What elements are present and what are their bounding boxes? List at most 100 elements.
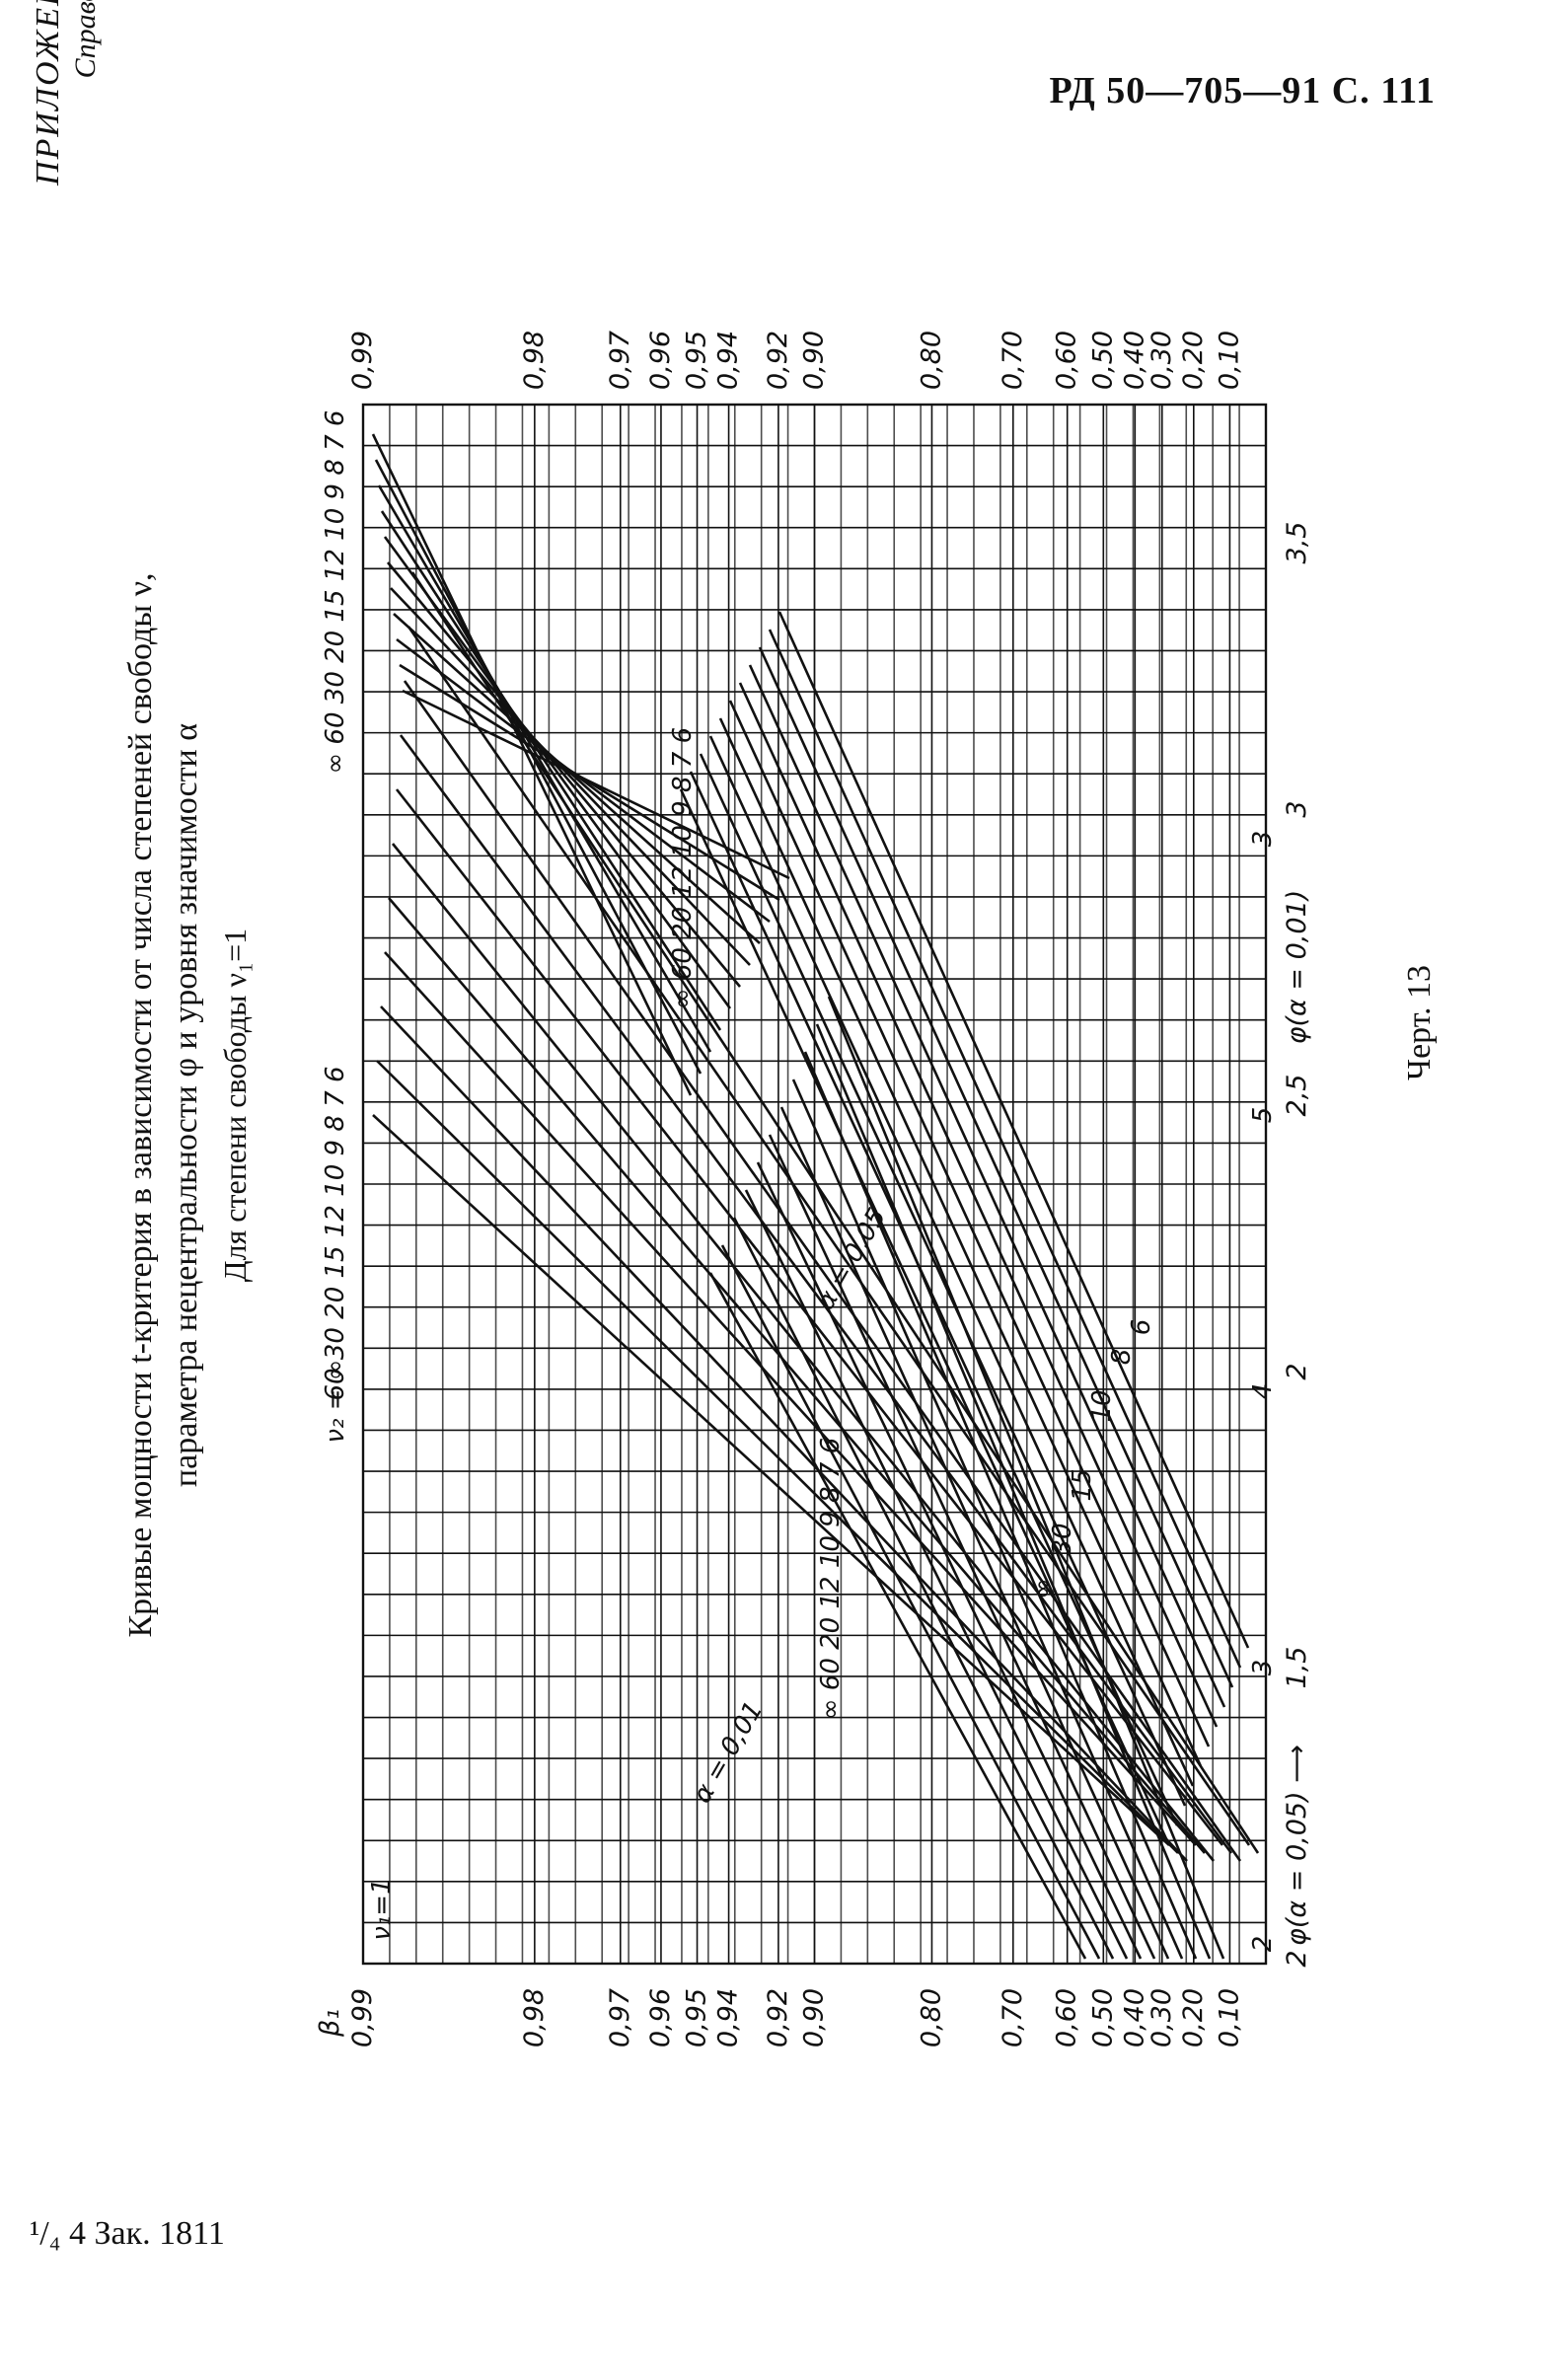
chart-frame: [361, 403, 1268, 1966]
y-tick-label-bottom: 0,40: [1119, 1988, 1149, 2047]
y-tick-label-top: 0,92: [763, 331, 793, 390]
y-tick-label-top: 0,30: [1147, 331, 1177, 390]
y-tick-label-top: 0,95: [682, 331, 712, 390]
curve-alpha001-nu2: [377, 484, 712, 1053]
annotation-nu2-top-b: ∞ 60 30 20 15 12 10 9 8 7 6: [321, 410, 350, 775]
y-tick-label-top: 0,96: [645, 331, 676, 390]
curve-alpha005-nu2: [399, 734, 1233, 1854]
x-tick-label-alpha001: 3: [1248, 831, 1278, 848]
curve-alpha001-nu2: [390, 587, 751, 966]
y-tick-label-bottom: 0,98: [519, 1988, 550, 2047]
y-tick-label-top: 0,90: [799, 331, 830, 390]
y-axis-label: β₁: [315, 2009, 345, 2038]
y-tick-label-bottom: 0,96: [645, 1988, 676, 2047]
annotation-right-label: 15: [1068, 1468, 1097, 1501]
y-tick-label-top: 0,70: [998, 331, 1028, 390]
annotation-alpha005: α = 0,05: [811, 1203, 893, 1314]
y-tick-label-bottom: 0,80: [916, 1988, 946, 2047]
y-tick-label-bottom: 0,70: [998, 1988, 1028, 2047]
y-tick-label-bottom: 0,92: [763, 1988, 793, 2047]
x-tick-label-alpha001: 4: [1248, 1383, 1278, 1400]
chart-caption: Кривые мощности t-критерия в зависимости…: [118, 59, 209, 2151]
y-tick-label-bottom: 0,20: [1178, 1988, 1209, 2047]
curve-alpha001-tail: [728, 700, 1211, 1748]
x-tick-label-alpha005: 2,5: [1282, 1075, 1312, 1117]
annotation-nu1: ν₁=1: [367, 1878, 397, 1940]
curve-alpha001-nu2: [380, 510, 722, 1031]
x-axis-label-alpha001: φ(α = 0,01): [1282, 890, 1312, 1045]
curve-alpha005-nu2: [380, 1005, 1188, 1862]
y-tick-label-top: 0,40: [1119, 331, 1149, 390]
x-tick-label-alpha001: 3: [1248, 1660, 1278, 1676]
curve-alpha005-tail: [791, 1078, 1184, 1960]
curve-alpha005-tail: [708, 1272, 1087, 1960]
page-header: РД 50—705—91 С. 111: [1049, 70, 1436, 112]
curve-alpha005-nu2: [403, 680, 1242, 1862]
curve-alpha005-tail: [827, 996, 1225, 1960]
curve-alpha001-nu2: [393, 613, 761, 944]
y-tick-label-top: 0,50: [1087, 331, 1118, 390]
chart-curves: [371, 433, 1260, 1960]
curve-alpha005-tail: [756, 1161, 1143, 1960]
x-tick-label-alpha005: 3: [1282, 800, 1312, 817]
curve-alpha005-tail: [803, 1051, 1198, 1960]
chart-subcaption: Для степени свободы ν₁=1: [217, 928, 253, 1283]
curve-alpha001-tail: [738, 682, 1219, 1728]
y-tick-label-top: 0,20: [1178, 331, 1209, 390]
curve-alpha001-tail: [758, 646, 1234, 1688]
y-tick-label-top: 0,80: [916, 331, 946, 390]
curve-alpha005-tail: [720, 1244, 1101, 1960]
curve-alpha001-tail: [679, 788, 1171, 1846]
curve-alpha001-nu2: [383, 536, 732, 1009]
curve-alpha001-tail: [689, 771, 1179, 1826]
annotation-nu2-mid-a: ∞ 60 20 12 10 9 8 7 6: [816, 1438, 846, 1720]
curve-alpha005-tail: [732, 1217, 1115, 1960]
curve-alpha005-tail: [744, 1189, 1129, 1960]
y-tick-label-top: 0,94: [713, 331, 744, 390]
caption-line-1: Кривые мощности t-критерия в зависимости…: [122, 572, 159, 1638]
curve-alpha005-nu2: [384, 951, 1197, 1846]
y-tick-label-top: 0,98: [519, 331, 550, 390]
annotation-right-label: ∞: [1028, 1578, 1058, 1599]
x-tick-label-alpha005: 1,5: [1282, 1647, 1312, 1689]
y-tick-label-top: 0,60: [1052, 331, 1082, 390]
y-tick-label-bottom: 0,60: [1052, 1988, 1082, 2047]
annotation-right-label: 6: [1127, 1319, 1156, 1336]
x-tick-label-alpha005: 2: [1282, 1950, 1312, 1967]
y-tick-label-bottom: 0,30: [1147, 1988, 1177, 2047]
appendix-title: ПРИЛОЖЕНИЕ: [30, 0, 66, 186]
y-tick-label-top: 0,99: [347, 331, 378, 390]
chart-labels: 0,990,990,980,980,970,970,960,960,950,95…: [315, 331, 1312, 2047]
annotation-nu2-mid-b: ∞ 60 20 12 10 9 8 7 6: [668, 727, 698, 1009]
figure-label: Черт. 13: [1401, 964, 1438, 1080]
curve-alpha005-tail: [779, 1106, 1170, 1960]
curve-alpha001-tail: [748, 664, 1226, 1708]
x-axis-label-alpha005: φ(α = 0,05) ⟶: [1282, 1745, 1312, 1946]
y-tick-label-bottom: 0,97: [605, 1988, 635, 2047]
annotation-nu2-label: ν₂ = ∞: [321, 1360, 350, 1444]
curve-alpha001-tail: [768, 629, 1242, 1669]
curve-alpha005-nu2: [372, 1114, 1170, 1846]
y-tick-label-bottom: 0,10: [1214, 1988, 1244, 2047]
curve-alpha001-tail: [718, 717, 1203, 1767]
appendix-subtitle: Справочное: [69, 0, 102, 79]
curve-alpha005-nu2: [388, 897, 1206, 1854]
x-tick-label-alpha001: 5: [1248, 1107, 1278, 1124]
annotation-right-label: 30: [1048, 1523, 1077, 1555]
curve-alpha005-tail: [815, 1023, 1212, 1960]
curve-alpha001-tail: [708, 735, 1195, 1787]
curve-alpha001-nu2: [374, 459, 703, 1075]
y-tick-label-bottom: 0,95: [682, 1988, 712, 2047]
curve-alpha001-nu2: [396, 637, 771, 924]
curve-alpha001-nu2: [386, 561, 742, 988]
x-tick-label-alpha005: 2: [1282, 1363, 1312, 1379]
curve-alpha001-tail: [699, 753, 1187, 1807]
annotation-right-label: 10: [1087, 1389, 1117, 1422]
annotation-nu2-top-a: 60 30 20 15 12 10 9 8 7 6: [321, 1066, 350, 1400]
curve-alpha005-tail: [768, 1134, 1156, 1960]
caption-line-2: параметра нецентральности φ и уровня зна…: [168, 722, 204, 1488]
annotation-right-label: 8: [1107, 1349, 1137, 1366]
y-tick-label-bottom: 0,50: [1087, 1988, 1118, 2047]
y-tick-label-bottom: 0,99: [347, 1988, 378, 2047]
